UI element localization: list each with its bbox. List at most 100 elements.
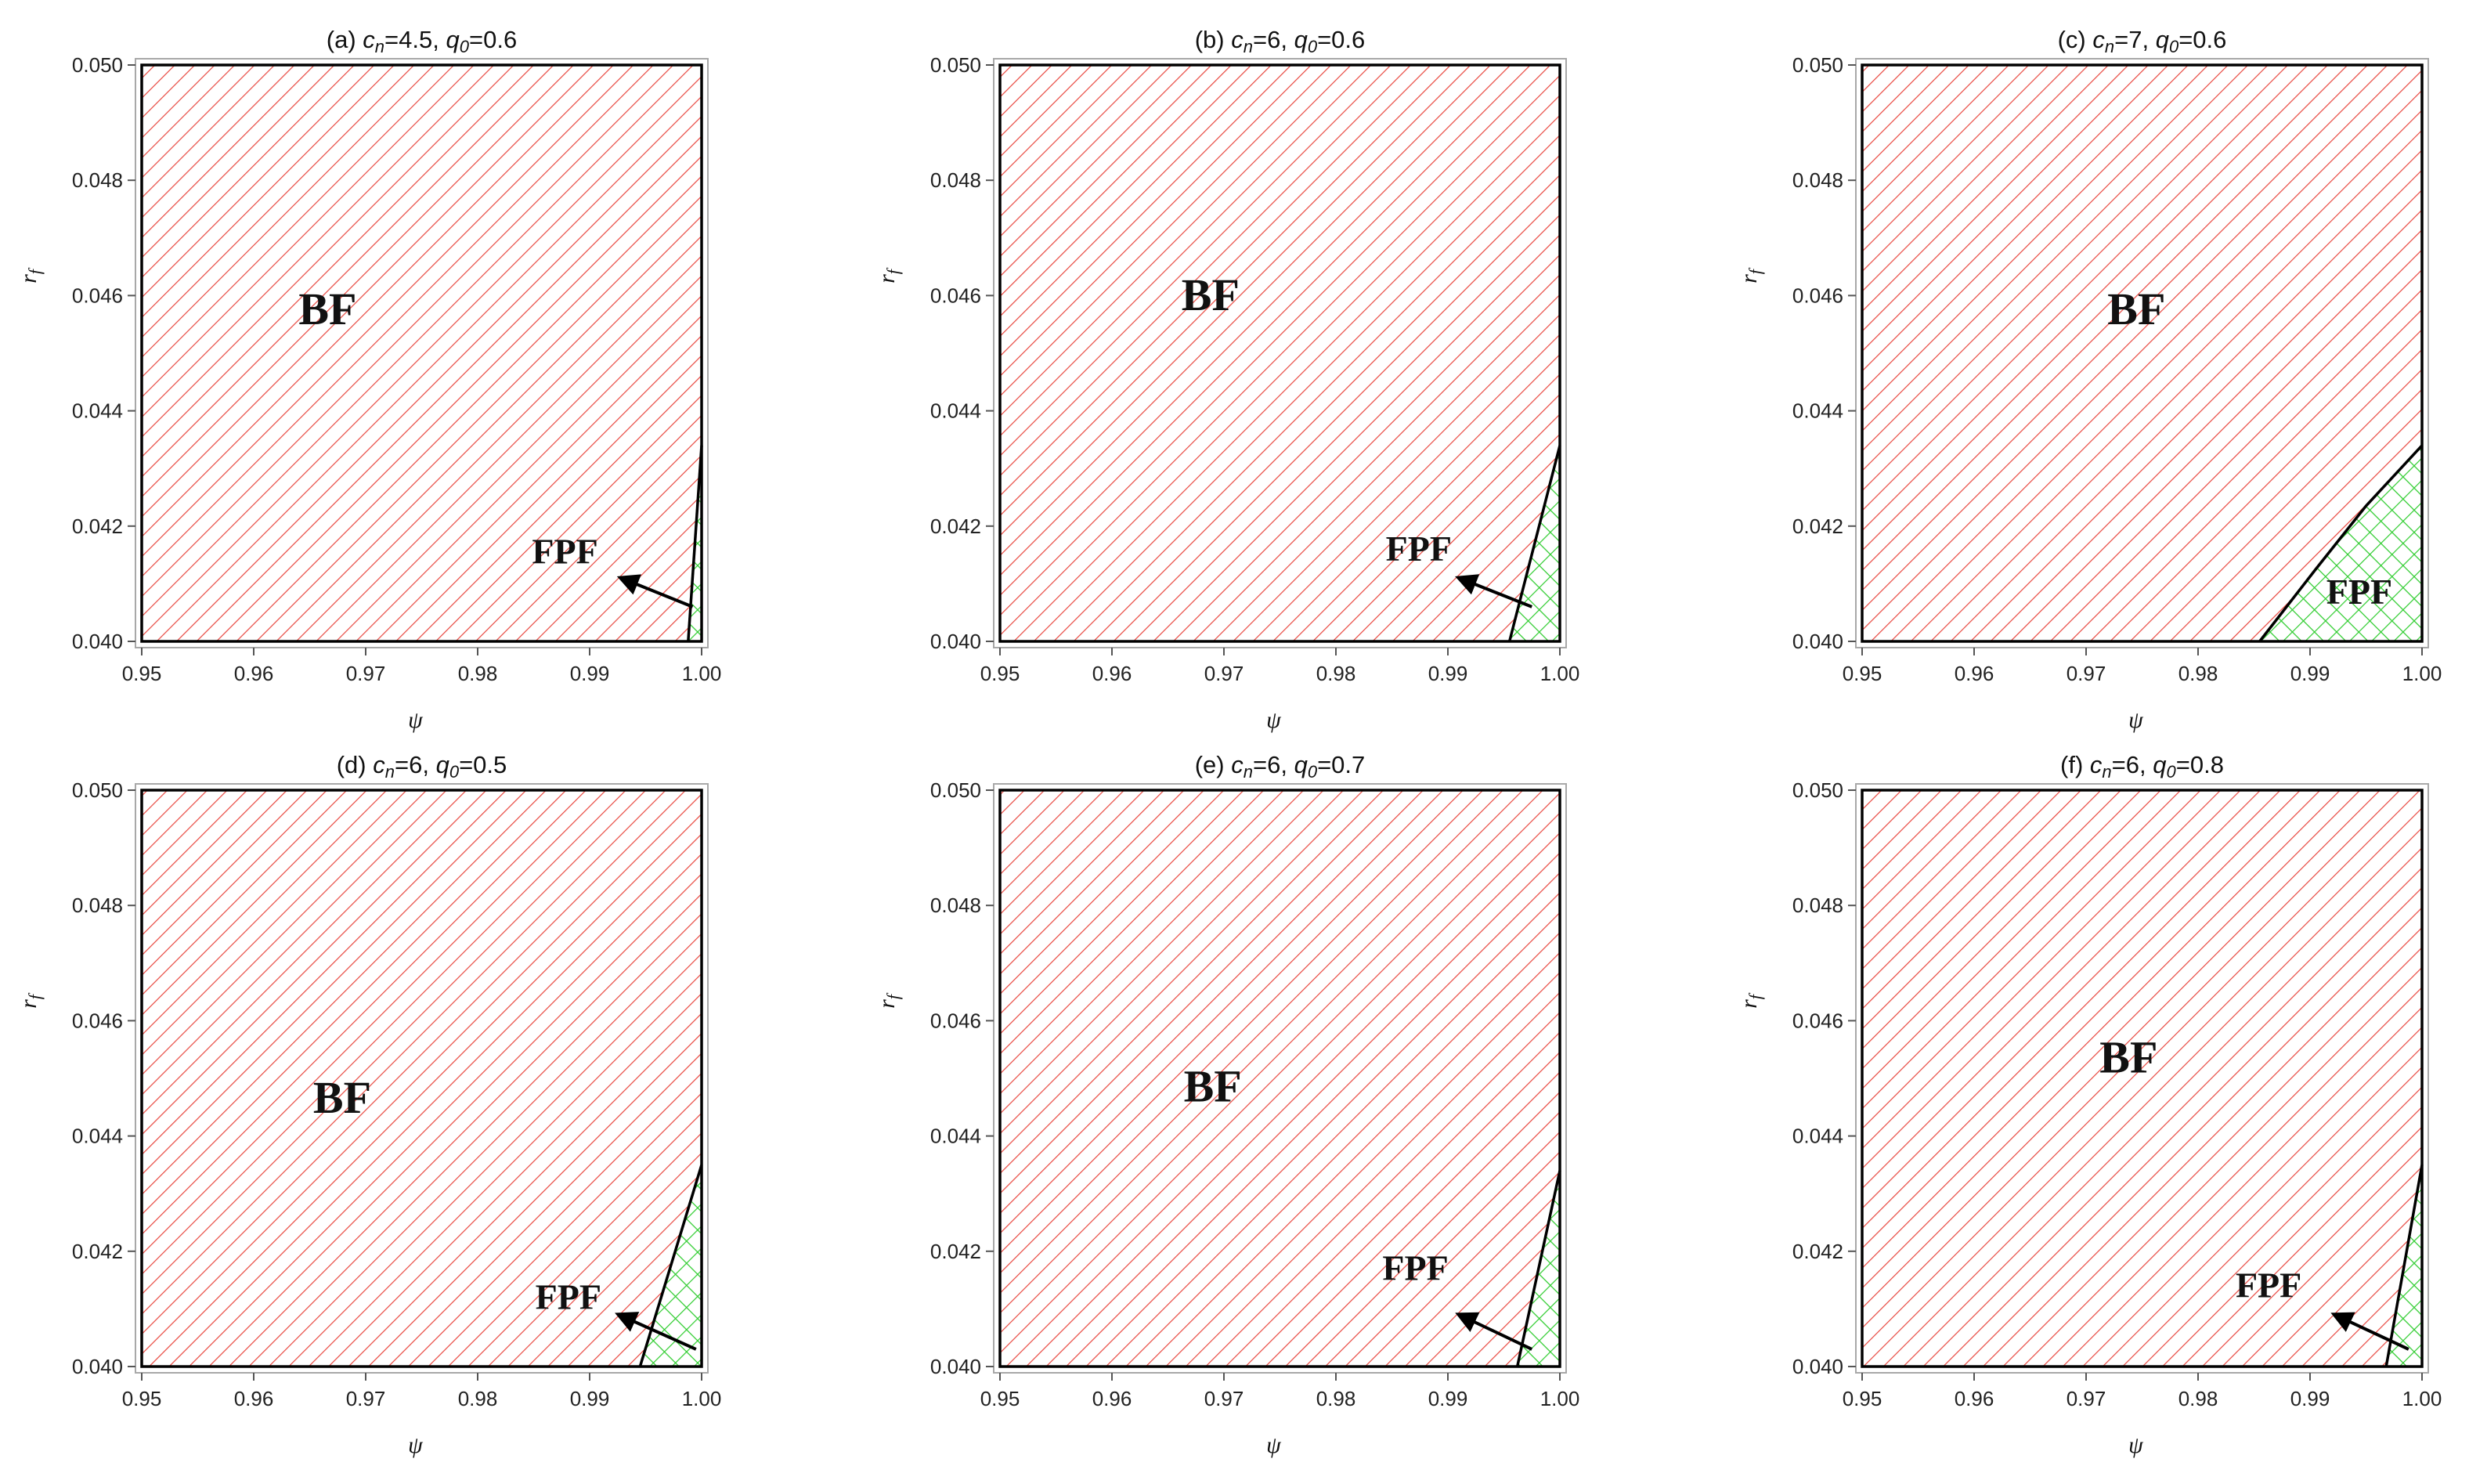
panel-title: (e) cn=6, q0=0.7 bbox=[1195, 751, 1366, 782]
x-tick-label: 0.99 bbox=[1428, 1387, 1468, 1410]
y-axis-label-main: r bbox=[1736, 274, 1762, 283]
panel-title-part: c bbox=[373, 751, 385, 778]
y-tick-label: 0.048 bbox=[1792, 168, 1843, 192]
x-tick-label: 0.99 bbox=[2290, 1387, 2330, 1410]
bf-region-label: BF bbox=[313, 1072, 371, 1123]
x-tick-label: 0.98 bbox=[1316, 1387, 1356, 1410]
y-axis-label-sub: f bbox=[883, 267, 903, 274]
y-axis-label: rf bbox=[1736, 267, 1765, 283]
bf-region-label: BF bbox=[2107, 283, 2165, 334]
y-axis-label-sub: f bbox=[25, 992, 45, 999]
y-axis-label: rf bbox=[874, 992, 903, 1009]
panel-title-part: (c) bbox=[2058, 26, 2093, 53]
x-tick-label: 0.99 bbox=[570, 662, 610, 685]
y-tick-label: 0.046 bbox=[1792, 1009, 1843, 1032]
plot-frame bbox=[993, 58, 1567, 648]
plot-frame bbox=[135, 58, 709, 648]
x-tick-label: 0.98 bbox=[2178, 1387, 2218, 1410]
panel-title-part: c bbox=[1231, 751, 1244, 778]
x-tick-label: 0.97 bbox=[346, 1387, 386, 1410]
plot-border bbox=[998, 789, 1561, 1368]
x-axis-label: ψ bbox=[408, 707, 424, 733]
y-tick-label: 0.042 bbox=[1792, 1240, 1843, 1263]
bf-region-label: BF bbox=[1182, 269, 1240, 320]
panel-title-part: 0 bbox=[1308, 762, 1318, 782]
y-tick-label: 0.044 bbox=[930, 399, 981, 423]
x-tick-label: 0.98 bbox=[458, 1387, 498, 1410]
y-tick-label: 0.044 bbox=[1792, 399, 1843, 423]
panel-e: 0.95 0.96 0.97 0.98 0.99 1.00 0.040 0.042 0.044 0… bbox=[874, 751, 1579, 1458]
y-tick-label: 0.048 bbox=[72, 168, 123, 192]
panel-title-part: =6, bbox=[2112, 751, 2153, 778]
panel-title-part: =0.6 bbox=[2178, 26, 2226, 53]
fpf-pointer-arrow bbox=[1455, 1312, 1533, 1351]
region-boundary-line bbox=[1507, 445, 1561, 642]
x-tick-label: 1.00 bbox=[1540, 662, 1580, 685]
y-tick-label: 0.050 bbox=[72, 53, 123, 77]
y-tick-label: 0.042 bbox=[930, 1240, 981, 1263]
fpf-region-label: FPF bbox=[2236, 1266, 2301, 1305]
x-tick-label: 0.97 bbox=[2067, 662, 2106, 685]
y-tick-label: 0.050 bbox=[930, 778, 981, 802]
y-axis-label: rf bbox=[16, 267, 45, 283]
x-tick-label: 0.95 bbox=[122, 1387, 162, 1410]
panel-title-part: n bbox=[375, 37, 384, 56]
panel-title-part: c bbox=[2092, 26, 2105, 53]
x-axis-label: ψ bbox=[2128, 1432, 2144, 1458]
y-axis-label-main: r bbox=[16, 999, 42, 1009]
x-tick-label: 0.95 bbox=[122, 662, 162, 685]
panel-title-part: 0 bbox=[460, 37, 470, 56]
x-tick-label: 0.96 bbox=[1955, 1387, 1994, 1410]
x-tick-label: 0.97 bbox=[346, 662, 386, 685]
bf-region-label: BF bbox=[298, 283, 356, 334]
bf-region-label: BF bbox=[2099, 1032, 2157, 1083]
y-tick-label: 0.048 bbox=[72, 894, 123, 917]
bf-region bbox=[142, 65, 702, 641]
x-tick-label: 0.99 bbox=[2290, 662, 2330, 685]
region-boundary-line bbox=[2384, 1164, 2424, 1367]
panel-title-part: =6, bbox=[395, 751, 436, 778]
x-tick-label: 0.96 bbox=[234, 1387, 274, 1410]
x-tick-label: 0.98 bbox=[1316, 662, 1356, 685]
plot-border bbox=[140, 63, 703, 643]
y-axis-label-main: r bbox=[1736, 999, 1762, 1009]
x-axis-label: ψ bbox=[1266, 1432, 1282, 1458]
region-boundary-line bbox=[2258, 444, 2424, 643]
panel-title-part: =0.6 bbox=[469, 26, 517, 53]
panel-title-part: (b) bbox=[1195, 26, 1232, 53]
x-tick-label: 1.00 bbox=[2402, 1387, 2442, 1410]
panel-title: (f) cn=6, q0=0.8 bbox=[2060, 751, 2224, 782]
fpf-pointer-arrow bbox=[1455, 574, 1532, 608]
y-tick-label: 0.040 bbox=[72, 630, 123, 653]
panel-title: (d) cn=6, q0=0.5 bbox=[337, 751, 507, 782]
panel-b: 0.95 0.96 0.97 0.98 0.99 1.00 0.040 0.042 0.044 0… bbox=[874, 26, 1579, 733]
region-boundary-line bbox=[1515, 1170, 1561, 1367]
fpf-region-label: FPF bbox=[1386, 529, 1452, 569]
x-tick-label: 0.96 bbox=[1092, 662, 1132, 685]
x-tick-label: 0.96 bbox=[1955, 662, 1994, 685]
fpf-region-label: FPF bbox=[532, 532, 597, 572]
x-tick-label: 0.96 bbox=[234, 662, 274, 685]
y-tick-label: 0.048 bbox=[930, 168, 981, 192]
bf-region bbox=[1862, 790, 2422, 1367]
panel-title-part: n bbox=[1244, 762, 1253, 782]
fpf-pointer-arrow bbox=[616, 574, 694, 608]
x-axis-label: ψ bbox=[408, 1432, 424, 1458]
panel-title-part: =4.5, bbox=[384, 26, 446, 53]
panel-title-part: q bbox=[2156, 26, 2170, 53]
panel-title-part: =6, bbox=[1253, 26, 1294, 53]
panel-title-part: q bbox=[446, 26, 460, 53]
plot-border bbox=[1861, 789, 2424, 1368]
y-tick-label: 0.044 bbox=[72, 1125, 123, 1148]
x-tick-label: 0.96 bbox=[1092, 1387, 1132, 1410]
fpf-pointer-arrow bbox=[2330, 1312, 2409, 1351]
panel-title-part: n bbox=[2105, 37, 2114, 56]
x-tick-label: 1.00 bbox=[2402, 662, 2442, 685]
fpf-region-label: FPF bbox=[1382, 1248, 1448, 1288]
y-tick-label: 0.046 bbox=[72, 283, 123, 307]
y-tick-label: 0.046 bbox=[930, 1009, 981, 1032]
panel-title-part: =0.8 bbox=[2176, 751, 2224, 778]
panel-title: (b) cn=6, q0=0.6 bbox=[1195, 26, 1366, 56]
y-tick-label: 0.050 bbox=[1792, 53, 1843, 77]
